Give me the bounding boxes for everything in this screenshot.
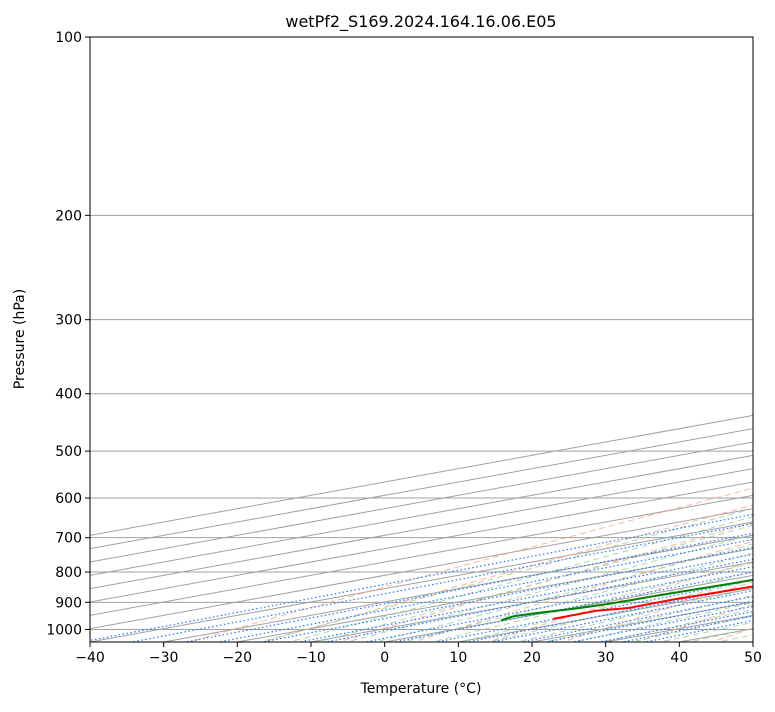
x-tick-label: 50: [744, 650, 762, 666]
x-axis-label: Temperature (°C): [360, 681, 482, 697]
x-tick-label: −30: [149, 650, 179, 666]
y-tick-label: 600: [55, 491, 82, 507]
y-tick-label: 300: [55, 313, 82, 329]
y-tick-label: 400: [55, 387, 82, 403]
x-tick-label: −10: [296, 650, 326, 666]
y-tick-label: 1000: [46, 622, 82, 638]
x-tick-label: −40: [75, 650, 105, 666]
y-tick-label: 500: [55, 444, 82, 460]
x-tick-label: 40: [670, 650, 688, 666]
chart-title: wetPf2_S169.2024.164.16.06.E05: [285, 12, 556, 32]
x-tick-label: 20: [523, 650, 541, 666]
y-axis-label: Pressure (hPa): [12, 289, 28, 389]
x-tick-label: 30: [597, 650, 615, 666]
y-tick-label: 700: [55, 531, 82, 547]
y-tick-label: 100: [55, 30, 82, 46]
x-tick-label: 10: [449, 650, 467, 666]
x-tick-label: −20: [223, 650, 253, 666]
x-tick-label: 0: [380, 650, 389, 666]
y-tick-label: 200: [55, 208, 82, 224]
y-tick-label: 900: [55, 595, 82, 611]
y-tick-label: 800: [55, 565, 82, 581]
